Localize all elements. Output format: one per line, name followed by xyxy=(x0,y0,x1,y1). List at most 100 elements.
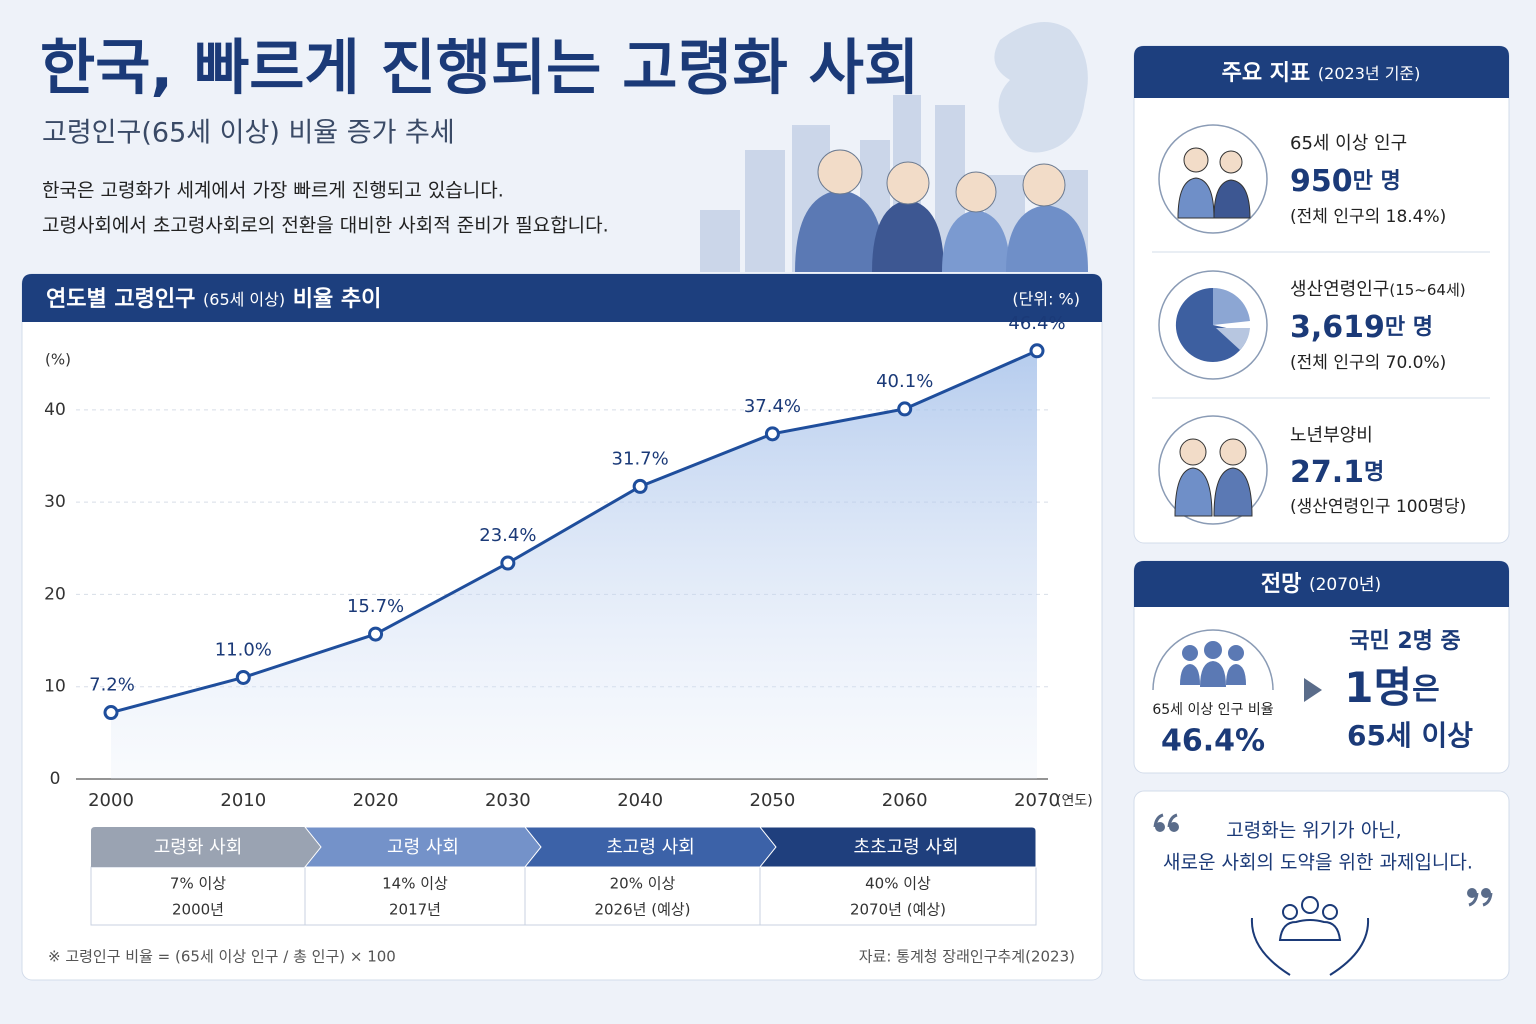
indicator-icon xyxy=(1158,270,1268,380)
data-label: 37.4% xyxy=(744,396,801,417)
quote-mark xyxy=(1153,813,1493,907)
indicator-label: 생산연령인구(15~64세) xyxy=(1290,279,1466,300)
stage-year: 2000년 xyxy=(172,901,224,919)
data-label: 23.4% xyxy=(479,525,536,546)
chart-title: 연도별 고령인구 (65세 이상) 비율 추이 xyxy=(46,287,381,312)
hands-icon xyxy=(1250,896,1370,976)
outlook-title-main: 전망 xyxy=(1261,572,1301,597)
outlook-value: 46.4% xyxy=(1161,724,1265,759)
quote-panel xyxy=(1133,790,1510,981)
y-tick-label: 20 xyxy=(44,584,66,604)
x-tick-label: 2070 xyxy=(1014,790,1060,811)
stage-name: 초고령 사회 xyxy=(606,837,695,858)
data-point xyxy=(103,705,119,721)
data-point xyxy=(764,426,780,442)
indicator-header xyxy=(1134,46,1509,98)
data-point xyxy=(632,478,648,494)
y-tick-label: 30 xyxy=(44,492,66,512)
x-tick-label: 2040 xyxy=(617,790,663,811)
indicator-note: (전체 인구의 18.4%) xyxy=(1290,207,1446,227)
outlook-highlight-suffix: 은 xyxy=(1412,672,1440,707)
chart-title-suffix: 비율 추이 xyxy=(293,287,382,312)
line xyxy=(110,349,1038,714)
indicator-value: 27.1명 xyxy=(1290,455,1384,490)
data-label: 7.2% xyxy=(89,675,135,696)
indicator-note: (생산연령인구 100명당) xyxy=(1290,497,1466,517)
stage-name: 초초고령 사회 xyxy=(853,837,958,858)
area xyxy=(111,350,1037,779)
data-label: 31.7% xyxy=(612,448,669,469)
stages: 고령화 사회 7% 이상 2000년 고령 사회 14% 이상 2017년 초고령 사회 20… xyxy=(90,826,1037,926)
data-point xyxy=(500,555,516,571)
stage-name: 고령 사회 xyxy=(387,837,459,858)
stage-header xyxy=(91,827,321,867)
outlook-title: 전망 (2070년) xyxy=(1261,572,1381,597)
outlook-label: 65세 이상 인구 비율 xyxy=(1152,702,1273,718)
map-illustration xyxy=(994,22,1088,153)
source: 자료: 통계청 장래인구추계(2023) xyxy=(859,948,1075,966)
stage-threshold: 7% 이상 xyxy=(170,875,226,893)
outlook-header xyxy=(1134,561,1509,607)
indicator-number: 27.1 xyxy=(1290,455,1364,490)
indicator-label: 65세 이상 인구 xyxy=(1290,133,1407,154)
stage-year: 2070년 (예상) xyxy=(850,901,946,919)
stage-body xyxy=(304,866,526,926)
quote-line: 새로운 사회의 도약을 위한 과제입니다. xyxy=(1163,852,1473,874)
footnote: ※ 고령인구 비율 = (65세 이상 인구 / 총 인구) × 100 xyxy=(48,948,396,966)
indicator-label-note: (15~64세) xyxy=(1389,281,1465,299)
chart-unit: (단위: %) xyxy=(1012,290,1080,309)
page-title: 한국, 빠르게 진행되는 고령화 사회 xyxy=(40,34,919,104)
indicator-number: 3,619 xyxy=(1290,310,1385,345)
y-axis-label: (%) xyxy=(45,351,71,369)
description: 고령사회에서 초고령사회로의 전환을 대비한 사회적 준비가 필요합니다. xyxy=(42,215,609,237)
indicator-unit: 만 명 xyxy=(1385,315,1433,340)
outlook-icon xyxy=(1152,629,1274,691)
data-label: 15.7% xyxy=(347,596,404,617)
indicator-icon xyxy=(1158,415,1268,525)
arrow xyxy=(1304,678,1322,702)
data-point xyxy=(235,669,251,685)
stage-threshold: 14% 이상 xyxy=(382,875,448,893)
outlook-highlight: 1명은 xyxy=(1344,663,1439,712)
indicator-icon xyxy=(1158,124,1268,234)
stage-body xyxy=(759,866,1037,926)
y-tick-label: 0 xyxy=(50,769,61,789)
outlook-title-note: (2070년) xyxy=(1309,575,1381,595)
outlook-line: 65세 이상 xyxy=(1347,719,1473,752)
quote-line: 고령화는 위기가 아닌, xyxy=(1226,820,1401,842)
outlook-highlight-main: 1명 xyxy=(1344,663,1412,712)
x-tick-label: 2000 xyxy=(88,790,134,811)
indicator-title-main: 주요 지표 xyxy=(1222,61,1311,86)
stage-year: 2017년 xyxy=(389,901,441,919)
chart-title-note: (65세 이상) xyxy=(203,290,285,309)
page-subtitle: 고령인구(65세 이상) 비율 증가 추세 xyxy=(42,118,455,149)
indicator-unit: 명 xyxy=(1364,460,1384,485)
outlook-line: 국민 2명 중 xyxy=(1349,629,1461,654)
y-tick-label: 40 xyxy=(44,400,66,420)
stage-year: 2026년 (예상) xyxy=(594,901,690,919)
chart-header xyxy=(22,274,1102,322)
stage-threshold: 20% 이상 xyxy=(610,875,676,893)
description: 한국은 고령화가 세계에서 가장 빠르게 진행되고 있습니다. xyxy=(42,180,504,202)
x-tick-label: 2060 xyxy=(882,790,928,811)
data-label: 46.4% xyxy=(1008,313,1065,334)
chart-title-main: 연도별 고령인구 xyxy=(46,287,195,312)
data-label: 11.0% xyxy=(215,639,272,660)
indicator-title-note: (2023년 기준) xyxy=(1318,64,1420,83)
people-illustration xyxy=(795,149,1088,272)
y-tick-label: 10 xyxy=(44,677,66,697)
x-tick-label: 2050 xyxy=(750,790,796,811)
x-tick-label: 2020 xyxy=(353,790,399,811)
indicator-label: 노년부양비 xyxy=(1290,425,1373,446)
stage-name: 고령화 사회 xyxy=(154,837,243,858)
indicator-note: (전체 인구의 70.0%) xyxy=(1290,353,1446,373)
x-tick-label: 2030 xyxy=(485,790,531,811)
x-axis-label: (연도) xyxy=(1056,793,1093,809)
indicator-unit: 만 명 xyxy=(1353,169,1401,194)
indicator-title: 주요 지표 (2023년 기준) xyxy=(1222,61,1421,86)
stage-header xyxy=(758,826,1037,868)
indicator-number: 950 xyxy=(1290,164,1353,199)
stage-threshold: 40% 이상 xyxy=(865,875,931,893)
data-point xyxy=(1029,343,1045,359)
